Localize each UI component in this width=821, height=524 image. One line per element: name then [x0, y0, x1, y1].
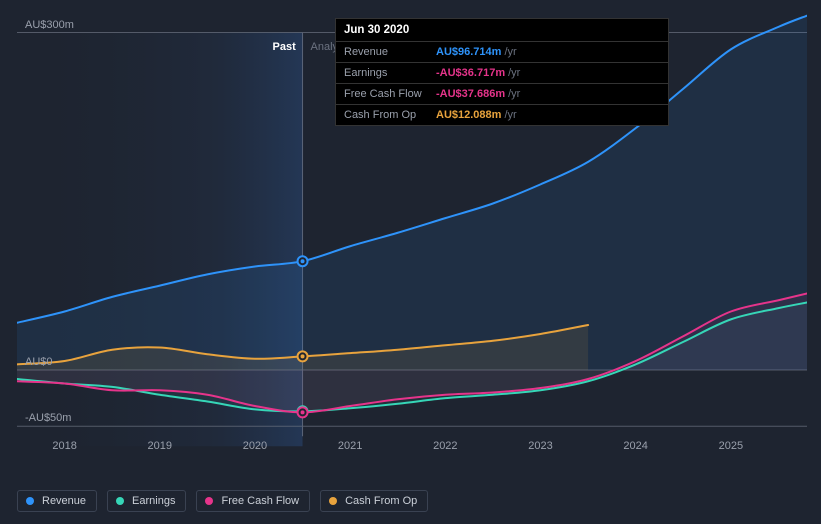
- tooltip-metric-unit: /yr: [508, 88, 520, 100]
- x-axis-label: 2025: [719, 440, 743, 452]
- legend-dot-icon: [329, 497, 337, 505]
- past-region-label: Past: [273, 41, 296, 53]
- legend-dot-icon: [26, 497, 34, 505]
- legend-dot-icon: [116, 497, 124, 505]
- legend-item[interactable]: Cash From Op: [320, 490, 428, 512]
- legend-label: Earnings: [132, 495, 175, 507]
- legend-label: Free Cash Flow: [221, 495, 299, 507]
- x-axis-label: 2021: [338, 440, 362, 452]
- tooltip-metric-value: AU$96.714m: [436, 46, 501, 58]
- tooltip-metric-unit: /yr: [508, 67, 520, 79]
- tooltip-date: Jun 30 2020: [336, 19, 668, 42]
- tooltip-row: Free Cash Flow-AU$37.686m/yr: [336, 84, 668, 105]
- tooltip-metric-unit: /yr: [504, 109, 516, 121]
- y-axis-label: -AU$50m: [25, 412, 71, 424]
- x-axis-label: 2024: [623, 440, 647, 452]
- tooltip-metric-label: Revenue: [344, 46, 436, 58]
- x-axis-label: 2019: [148, 440, 172, 452]
- y-axis-label: AU$300m: [25, 19, 74, 31]
- x-axis-label: 2022: [433, 440, 457, 452]
- tooltip-metric-value: -AU$36.717m: [436, 67, 505, 79]
- tooltip-row: Cash From OpAU$12.088m/yr: [336, 105, 668, 125]
- legend-item[interactable]: Free Cash Flow: [196, 490, 310, 512]
- y-axis-label: AU$0: [25, 356, 53, 368]
- x-axis-label: 2020: [243, 440, 267, 452]
- x-axis-label: 2018: [52, 440, 76, 452]
- tooltip-metric-label: Earnings: [344, 67, 436, 79]
- legend-item[interactable]: Revenue: [17, 490, 97, 512]
- legend-label: Cash From Op: [345, 495, 417, 507]
- tooltip-metric-value: -AU$37.686m: [436, 88, 505, 100]
- tooltip-metric-value: AU$12.088m: [436, 109, 501, 121]
- tooltip-metric-label: Free Cash Flow: [344, 88, 436, 100]
- hover-tooltip: Jun 30 2020 RevenueAU$96.714m/yrEarnings…: [335, 18, 669, 126]
- tooltip-metric-label: Cash From Op: [344, 109, 436, 121]
- tooltip-rows: RevenueAU$96.714m/yrEarnings-AU$36.717m/…: [336, 42, 668, 125]
- legend-item[interactable]: Earnings: [107, 490, 186, 512]
- legend-dot-icon: [205, 497, 213, 505]
- tooltip-row: Earnings-AU$36.717m/yr: [336, 63, 668, 84]
- tooltip-row: RevenueAU$96.714m/yr: [336, 42, 668, 63]
- chart-legend: Revenue Earnings Free Cash Flow Cash From O…: [17, 490, 428, 512]
- legend-label: Revenue: [42, 495, 86, 507]
- tooltip-metric-unit: /yr: [504, 46, 516, 58]
- x-axis-label: 2023: [528, 440, 552, 452]
